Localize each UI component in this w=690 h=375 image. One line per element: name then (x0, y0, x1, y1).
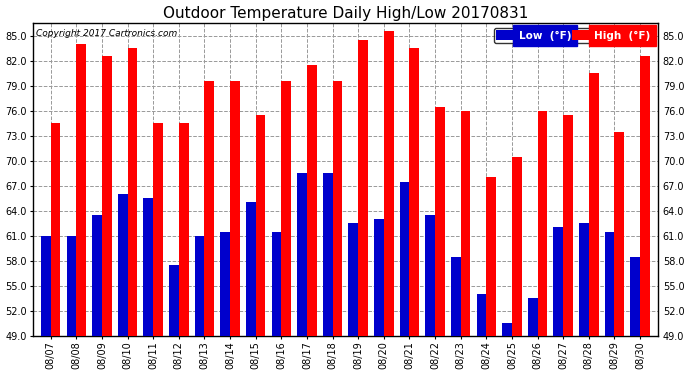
Bar (50, 123, 61, 336)
Bar (246, 202, 256, 336)
Bar (92, 215, 102, 336)
Bar (153, 123, 163, 336)
Bar (425, 215, 435, 336)
Bar (128, 48, 137, 336)
Bar (400, 182, 409, 336)
Bar (333, 81, 342, 336)
Bar (477, 294, 486, 336)
Bar (144, 198, 153, 336)
Bar (486, 177, 496, 336)
Bar (102, 57, 112, 336)
Bar (374, 219, 384, 336)
Bar (630, 256, 640, 336)
Bar (358, 40, 368, 336)
Bar (179, 123, 188, 336)
Bar (77, 44, 86, 336)
Bar (41, 236, 50, 336)
Bar (461, 111, 471, 336)
Bar (451, 256, 461, 336)
Legend: Low  (°F), High  (°F): Low (°F), High (°F) (494, 28, 653, 43)
Bar (118, 194, 128, 336)
Text: Copyright 2017 Cartronics.com: Copyright 2017 Cartronics.com (36, 29, 177, 38)
Title: Outdoor Temperature Daily High/Low 20170831: Outdoor Temperature Daily High/Low 20170… (163, 6, 528, 21)
Bar (230, 81, 240, 336)
Bar (323, 173, 333, 336)
Bar (409, 48, 419, 336)
Bar (640, 57, 650, 336)
Bar (579, 223, 589, 336)
Bar (195, 236, 204, 336)
Bar (66, 236, 77, 336)
Bar (272, 232, 282, 336)
Bar (553, 228, 563, 336)
Bar (169, 265, 179, 336)
Bar (384, 32, 393, 336)
Bar (614, 132, 624, 336)
Bar (604, 232, 614, 336)
Bar (307, 65, 317, 336)
Bar (502, 323, 512, 336)
Bar (282, 81, 291, 336)
Bar (512, 157, 522, 336)
Bar (435, 106, 445, 336)
Bar (297, 173, 307, 336)
Bar (204, 81, 214, 336)
Bar (538, 111, 547, 336)
Bar (256, 115, 266, 336)
Bar (220, 232, 230, 336)
Bar (348, 223, 358, 336)
Bar (563, 115, 573, 336)
Bar (589, 73, 598, 336)
Bar (528, 298, 538, 336)
